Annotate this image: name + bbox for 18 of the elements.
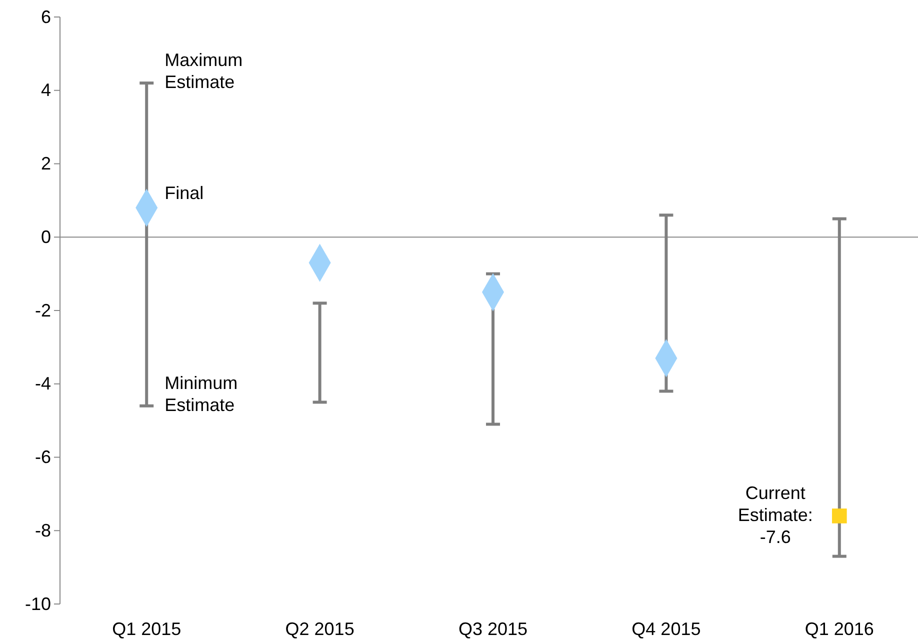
y-tick-label: -10 xyxy=(24,594,51,614)
y-tick-label: -6 xyxy=(34,447,51,468)
annotation: Minimum Estimate xyxy=(164,372,238,415)
y-tick-label: 2 xyxy=(40,154,51,174)
y-tick-label: 4 xyxy=(40,80,51,100)
y-tick-label: 0 xyxy=(40,226,51,247)
x-tick-label: Q4 2015 xyxy=(632,618,701,639)
annotation: Maximum Estimate xyxy=(164,50,243,92)
annotation: Current Estimate: -7.6 xyxy=(738,482,813,547)
y-tick-label: -4 xyxy=(34,374,51,394)
annotation: Final xyxy=(164,182,204,203)
y-tick-label: 6 xyxy=(40,6,51,27)
x-tick-label: Q1 2015 xyxy=(112,618,182,639)
y-tick-label: -2 xyxy=(34,300,51,320)
x-tick-label: Q2 2015 xyxy=(285,618,354,639)
x-tick-label: Q1 2016 xyxy=(804,618,874,639)
x-tick-label: Q3 2015 xyxy=(458,618,528,639)
y-tick-label: -8 xyxy=(34,520,51,540)
